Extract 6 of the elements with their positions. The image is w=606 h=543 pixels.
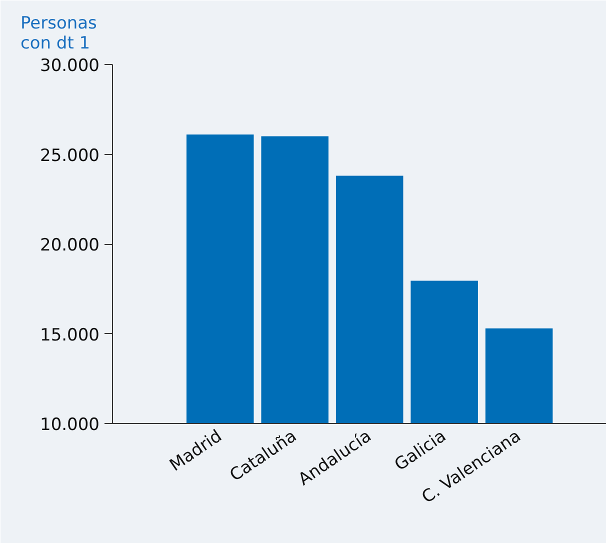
- y-tick-label: 20.000: [40, 236, 100, 256]
- y-tick-label: 30.000: [40, 56, 100, 76]
- y-axis-title: Personas con dt 1: [20, 14, 98, 54]
- y-tick-label: 15.000: [40, 325, 100, 346]
- y-tick-label: 25.000: [40, 146, 100, 166]
- y-tick-label: 10.000: [40, 415, 100, 435]
